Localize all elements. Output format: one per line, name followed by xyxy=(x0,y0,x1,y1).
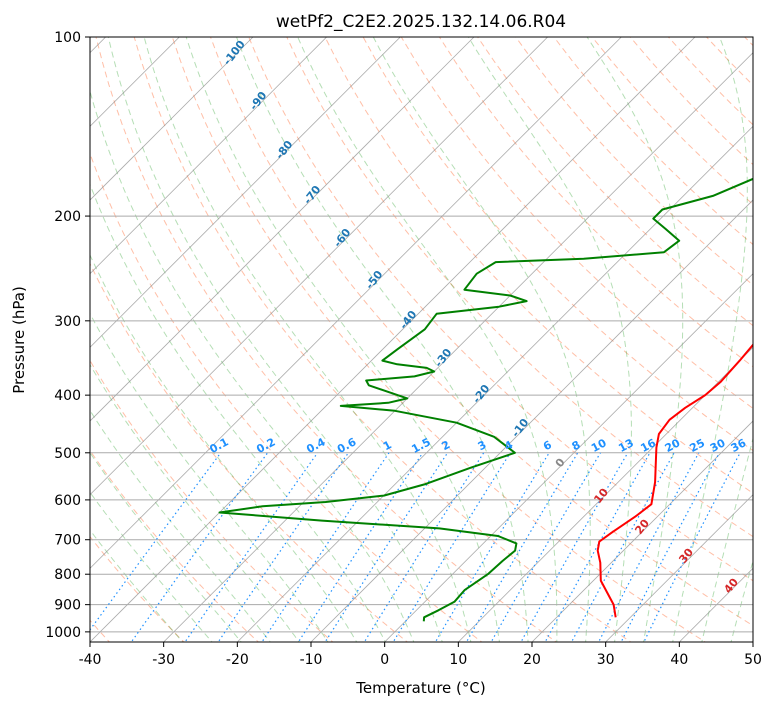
isotherm-line xyxy=(163,52,753,642)
isotherm-line xyxy=(605,494,753,642)
isotherm-line xyxy=(458,346,753,642)
mixing-ratio-label: 20 xyxy=(663,436,683,455)
mixing-ratio-line xyxy=(490,452,602,642)
mixing-ratio-line xyxy=(184,452,319,642)
y-tick-label: 100 xyxy=(54,30,81,46)
isotherm-line xyxy=(90,37,254,201)
temperature-line xyxy=(596,343,753,618)
isotherm-line xyxy=(90,37,475,422)
chart-title: wetPf2_C2E2.2025.132.14.06.R04 xyxy=(276,12,566,32)
isotherm-line xyxy=(90,37,327,275)
isotherm-line xyxy=(310,199,753,642)
y-tick-label: 1000 xyxy=(45,625,81,641)
dry-adiabat xyxy=(90,262,409,642)
x-tick-label: 10 xyxy=(449,652,467,668)
dry-adiabat xyxy=(286,37,753,538)
x-axis-label: Temperature (°C) xyxy=(355,679,485,697)
x-tick-label: 20 xyxy=(523,652,541,668)
moist-adiabat xyxy=(372,37,591,642)
y-tick-label: 500 xyxy=(54,446,81,462)
moist-adiabat xyxy=(235,37,529,642)
isotherm-line xyxy=(531,420,753,642)
mixing-ratio-line xyxy=(363,452,485,642)
mixing-ratio-line xyxy=(297,452,424,642)
dry-adiabat xyxy=(324,37,753,494)
mixing-ratio-label: 30 xyxy=(708,436,728,455)
x-tick-label: 30 xyxy=(597,652,615,668)
mixing-ratio-label: 13 xyxy=(616,436,636,455)
dry-adiabat xyxy=(515,37,753,286)
dry-adiabat xyxy=(133,37,632,642)
y-tick-label: 400 xyxy=(54,388,81,404)
moist-adiabat xyxy=(730,559,753,642)
mixing-ratio-line xyxy=(465,452,579,642)
mixing-ratio-line xyxy=(217,452,349,642)
dry-adiabat xyxy=(90,449,260,642)
isotherm-line xyxy=(384,273,753,642)
y-tick-label: 300 xyxy=(54,314,81,330)
x-tick-label: -20 xyxy=(226,652,249,668)
moist-adiabat xyxy=(90,409,271,642)
mixing-ratio-label: 25 xyxy=(687,436,707,455)
x-tick-label: -30 xyxy=(152,652,175,668)
mixing-ratio-line xyxy=(620,452,720,642)
isotherm-line xyxy=(90,37,696,642)
dewpoint-line xyxy=(218,177,753,622)
isotherm-line xyxy=(237,125,753,642)
y-tick-label: 900 xyxy=(54,598,81,614)
x-tick-label: 50 xyxy=(744,652,762,668)
moist-adiabat xyxy=(672,37,748,642)
x-tick-label: 0 xyxy=(380,652,389,668)
mixing-ratio-line xyxy=(598,452,700,642)
moist-adiabat xyxy=(90,312,329,642)
isotherm-line xyxy=(90,37,548,496)
moist-adiabat xyxy=(297,37,558,642)
isotherm-line xyxy=(90,37,401,348)
moist-adiabat xyxy=(90,451,242,642)
dry-adiabat xyxy=(248,37,753,582)
moist-adiabat xyxy=(185,37,500,642)
moist-adiabat xyxy=(586,37,684,642)
mixing-ratio-line xyxy=(434,452,550,642)
x-tick-label: 40 xyxy=(670,652,688,668)
mixing-ratio-line xyxy=(261,452,390,642)
dry-adiabat xyxy=(171,37,707,642)
mixing-ratio-line xyxy=(392,452,511,642)
moist-adiabat xyxy=(107,37,443,642)
mixing-ratio-line xyxy=(324,452,449,642)
y-tick-label: 200 xyxy=(54,209,81,225)
moist-adiabat xyxy=(90,89,415,642)
isotherm-line xyxy=(90,37,622,569)
moist-adiabat xyxy=(467,37,632,642)
y-tick-label: 600 xyxy=(54,493,81,509)
moist-adiabat xyxy=(701,436,753,642)
x-tick-label: -40 xyxy=(79,652,102,668)
x-tick-label: -10 xyxy=(300,652,323,668)
dry-adiabat xyxy=(95,37,558,642)
y-tick-label: 800 xyxy=(54,567,81,583)
y-tick-label: 700 xyxy=(54,533,81,549)
y-axis-label: Pressure (hPa) xyxy=(10,286,28,394)
moist-adiabat xyxy=(90,363,300,642)
mixing-ratio-label: 16 xyxy=(638,436,658,455)
dry-adiabat xyxy=(210,37,753,627)
moist-adiabat xyxy=(90,183,386,642)
mixing-ratio-label: 10 xyxy=(589,436,609,455)
moist-adiabat xyxy=(143,37,472,642)
mixing-ratio-label: 36 xyxy=(729,436,749,455)
plot-frame xyxy=(89,36,754,643)
moist-adiabat xyxy=(90,491,213,642)
